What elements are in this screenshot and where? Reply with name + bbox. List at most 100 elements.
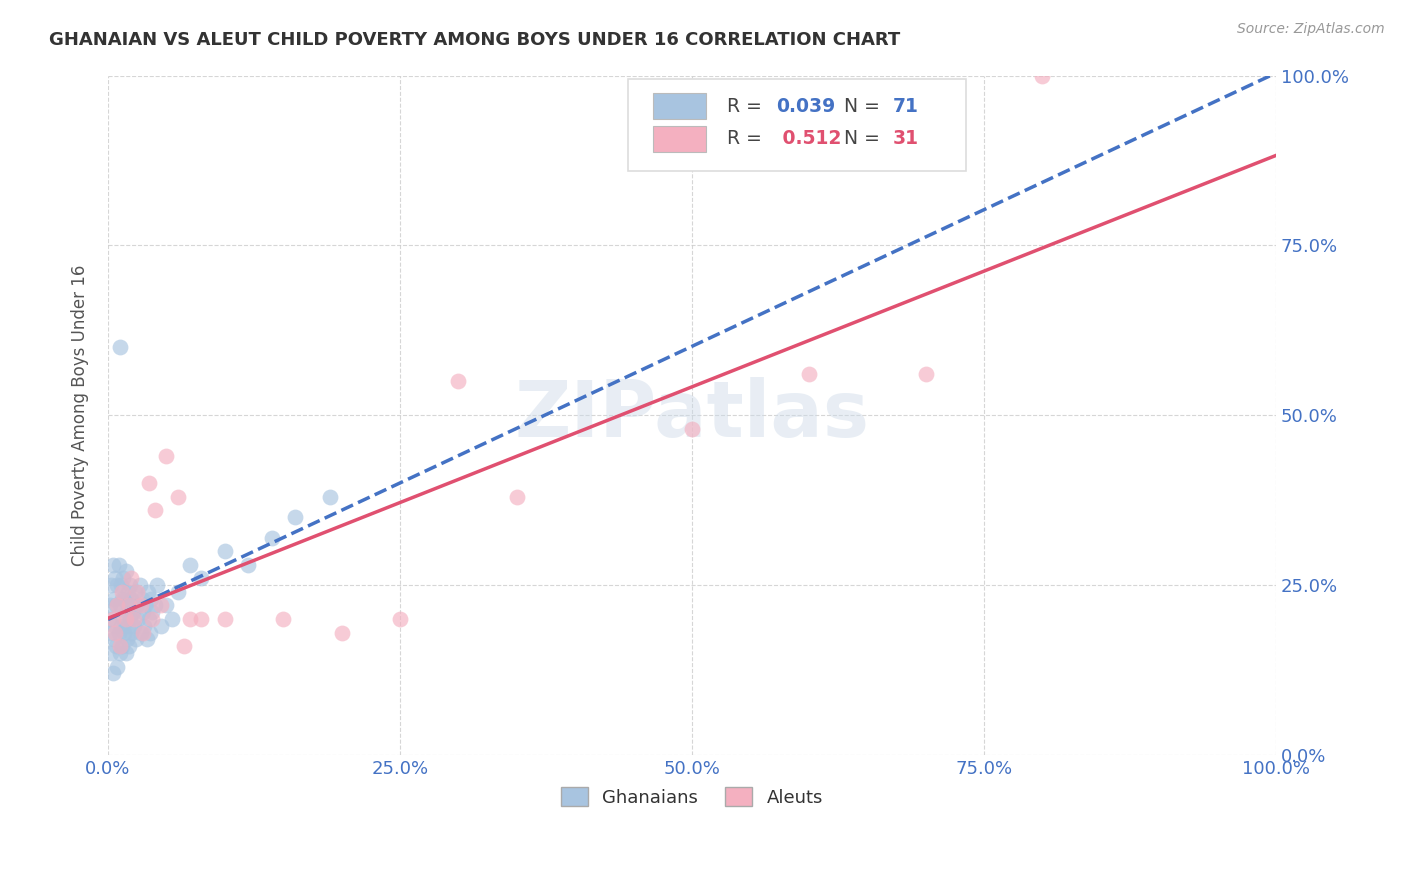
Point: [108, 340, 131, 354]
Point: [98, 625, 121, 640]
FancyBboxPatch shape: [654, 93, 706, 119]
Point: [112, 591, 135, 606]
Point: [100, 578, 122, 592]
Point: [214, 612, 236, 626]
Point: [260, 531, 283, 545]
Text: 31: 31: [893, 129, 920, 148]
Point: [101, 558, 124, 572]
Point: [167, 585, 190, 599]
Point: [190, 612, 212, 626]
Point: [135, 632, 157, 647]
Point: [111, 639, 134, 653]
Point: [101, 666, 124, 681]
Point: [447, 374, 470, 388]
Text: R =: R =: [727, 129, 768, 148]
Point: [214, 544, 236, 558]
Point: [114, 612, 136, 626]
Point: [319, 490, 342, 504]
Point: [121, 605, 143, 619]
Text: Source: ZipAtlas.com: Source: ZipAtlas.com: [1237, 22, 1385, 37]
Point: [129, 599, 152, 613]
Point: [120, 571, 142, 585]
Point: [112, 612, 135, 626]
Text: 0.039: 0.039: [776, 96, 835, 116]
Point: [118, 639, 141, 653]
Point: [100, 646, 122, 660]
Point: [117, 619, 139, 633]
Text: 0.512: 0.512: [776, 129, 841, 148]
Point: [388, 612, 411, 626]
Point: [114, 565, 136, 579]
Point: [173, 639, 195, 653]
Text: N =: N =: [844, 96, 886, 116]
Text: 71: 71: [893, 96, 918, 116]
Point: [236, 558, 259, 572]
Point: [114, 646, 136, 660]
Point: [132, 605, 155, 619]
Text: R =: R =: [727, 96, 768, 116]
Point: [112, 625, 135, 640]
Point: [110, 619, 132, 633]
Point: [118, 599, 141, 613]
Point: [127, 585, 149, 599]
Point: [139, 625, 162, 640]
Point: [167, 490, 190, 504]
Point: [132, 625, 155, 640]
Point: [179, 558, 201, 572]
Point: [104, 625, 127, 640]
Legend: Ghanaians, Aleuts: Ghanaians, Aleuts: [554, 780, 831, 814]
Point: [134, 599, 156, 613]
Point: [155, 449, 177, 463]
Point: [330, 625, 353, 640]
Point: [141, 612, 163, 626]
Point: [118, 599, 141, 613]
Point: [105, 578, 128, 592]
Point: [134, 619, 156, 633]
Point: [128, 578, 150, 592]
Point: [107, 625, 129, 640]
Point: [271, 612, 294, 626]
Point: [104, 619, 127, 633]
Point: [122, 612, 145, 626]
Point: [111, 585, 134, 599]
Point: [127, 599, 149, 613]
Text: ZIPatlas: ZIPatlas: [515, 377, 869, 453]
Point: [115, 605, 138, 619]
Point: [125, 632, 148, 647]
Point: [111, 591, 134, 606]
Point: [914, 368, 936, 382]
Point: [104, 571, 127, 585]
Point: [129, 625, 152, 640]
Point: [122, 619, 145, 633]
Point: [143, 599, 166, 613]
Point: [101, 612, 124, 626]
Point: [120, 625, 142, 640]
Point: [103, 632, 125, 647]
Point: [179, 612, 201, 626]
Point: [98, 599, 121, 613]
Point: [105, 659, 128, 673]
Point: [141, 591, 163, 606]
Point: [110, 578, 132, 592]
Point: [120, 591, 142, 606]
Point: [120, 578, 142, 592]
Text: N =: N =: [844, 129, 886, 148]
Point: [1031, 69, 1053, 83]
Point: [681, 422, 703, 436]
Point: [506, 490, 529, 504]
Point: [117, 585, 139, 599]
Point: [138, 476, 160, 491]
FancyBboxPatch shape: [654, 126, 706, 152]
Point: [284, 510, 307, 524]
Point: [108, 599, 131, 613]
Point: [103, 591, 125, 606]
Point: [131, 591, 153, 606]
Point: [107, 558, 129, 572]
Point: [105, 599, 128, 613]
Point: [141, 605, 163, 619]
Point: [115, 632, 138, 647]
Point: [149, 599, 172, 613]
FancyBboxPatch shape: [627, 78, 966, 170]
Point: [138, 612, 160, 626]
Point: [155, 599, 177, 613]
